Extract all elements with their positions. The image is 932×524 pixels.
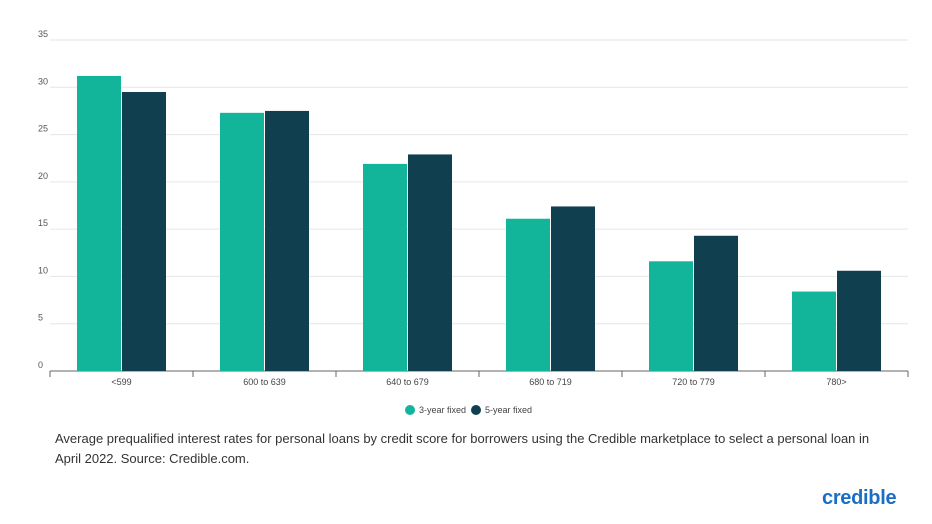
legend-label: 3-year fixed <box>419 405 466 415</box>
y-tick-label: 5 <box>38 313 43 323</box>
y-tick-label: 10 <box>38 265 48 275</box>
x-tick-label: 640 to 679 <box>386 377 429 387</box>
y-tick-label: 20 <box>38 171 48 181</box>
bar-3yr <box>649 261 693 371</box>
bar-3yr <box>77 75 121 372</box>
legend-swatch <box>405 405 415 415</box>
bar-5yr <box>122 92 166 371</box>
x-tick-label: 680 to 719 <box>529 377 572 387</box>
legend-label: 5-year fixed <box>485 405 532 415</box>
bar-5yr <box>408 154 452 371</box>
chart-caption: Average prequalified interest rates for … <box>55 431 870 466</box>
x-tick-label: 600 to 639 <box>243 377 286 387</box>
y-tick-label: 25 <box>38 124 48 134</box>
credible-logo: credible <box>822 487 897 509</box>
x-tick-label: <599 <box>111 377 131 387</box>
bar-5yr <box>694 235 738 371</box>
x-tick-label: 720 to 779 <box>672 377 715 387</box>
bar-5yr <box>265 110 309 371</box>
bar-3yr <box>506 218 550 371</box>
bar-3yr <box>220 112 264 371</box>
y-tick-label: 0 <box>38 360 43 370</box>
x-tick-label: 780> <box>826 377 846 387</box>
bar-3yr <box>792 291 836 371</box>
bar-5yr <box>551 206 595 371</box>
bar-3yr <box>363 163 407 371</box>
y-tick-label: 35 <box>38 29 48 39</box>
bar-5yr <box>837 270 881 371</box>
legend-swatch <box>471 405 481 415</box>
y-tick-label: 30 <box>38 76 48 86</box>
y-tick-label: 15 <box>38 218 48 228</box>
